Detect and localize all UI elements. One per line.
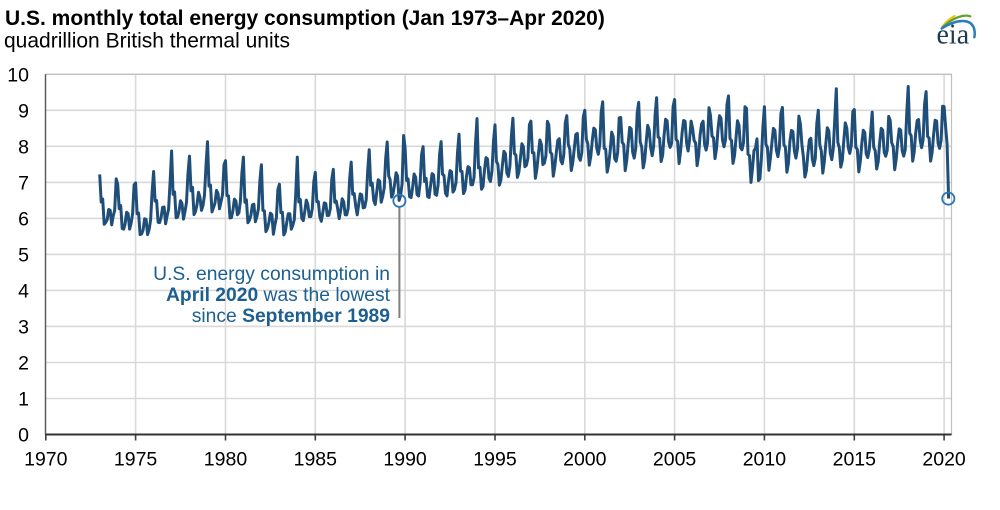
svg-text:9: 9 [18, 100, 29, 122]
svg-text:8: 8 [18, 136, 29, 158]
svg-text:2010: 2010 [743, 449, 787, 471]
svg-text:5: 5 [18, 244, 29, 266]
svg-text:April 2020 was the lowest: April 2020 was the lowest [166, 285, 391, 306]
svg-text:1985: 1985 [294, 449, 338, 471]
svg-text:1990: 1990 [383, 449, 427, 471]
svg-text:2000: 2000 [563, 449, 607, 471]
svg-text:0: 0 [18, 425, 29, 447]
svg-text:10: 10 [7, 64, 29, 86]
svg-text:quadrillion British thermal un: quadrillion British thermal units [4, 30, 290, 53]
svg-text:1: 1 [18, 389, 29, 411]
svg-text:6: 6 [18, 208, 29, 230]
svg-text:2020: 2020 [922, 449, 966, 471]
svg-text:1975: 1975 [114, 449, 158, 471]
svg-text:3: 3 [18, 316, 29, 338]
svg-text:since September 1989: since September 1989 [192, 306, 390, 327]
svg-text:1980: 1980 [204, 449, 248, 471]
svg-text:U.S. energy consumption in: U.S. energy consumption in [153, 264, 390, 285]
svg-text:2005: 2005 [653, 449, 697, 471]
svg-text:2: 2 [18, 353, 29, 375]
svg-text:2015: 2015 [833, 449, 877, 471]
svg-text:1970: 1970 [24, 449, 68, 471]
svg-text:1995: 1995 [473, 449, 517, 471]
svg-text:4: 4 [18, 280, 29, 302]
svg-text:7: 7 [18, 172, 29, 194]
svg-text:U.S. monthly total energy cons: U.S. monthly total energy consumption (J… [5, 7, 605, 30]
svg-text:eia: eia [937, 20, 970, 51]
